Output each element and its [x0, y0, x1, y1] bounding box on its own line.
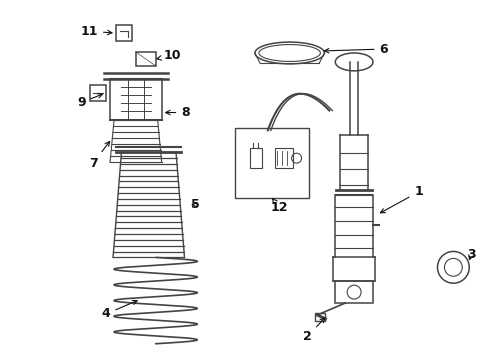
Text: 1: 1 [381, 185, 423, 213]
Text: 6: 6 [324, 42, 388, 55]
Text: 9: 9 [77, 94, 102, 109]
Bar [136, 52, 156, 66]
Text: 4: 4 [102, 300, 137, 320]
Bar [335, 281, 373, 303]
Bar [316, 313, 325, 321]
Text: 3: 3 [467, 248, 476, 261]
Text: 10: 10 [157, 49, 181, 63]
Text: 5: 5 [191, 198, 200, 211]
Text: 2: 2 [303, 318, 325, 343]
Bar [275, 148, 293, 168]
Text: 11: 11 [80, 24, 112, 38]
Bar [235, 129, 310, 198]
Text: 7: 7 [89, 141, 110, 170]
Bar [90, 85, 106, 100]
Bar [250, 148, 262, 168]
Text: 8: 8 [166, 106, 190, 119]
Text: 12: 12 [271, 198, 289, 214]
Bar [116, 25, 132, 41]
